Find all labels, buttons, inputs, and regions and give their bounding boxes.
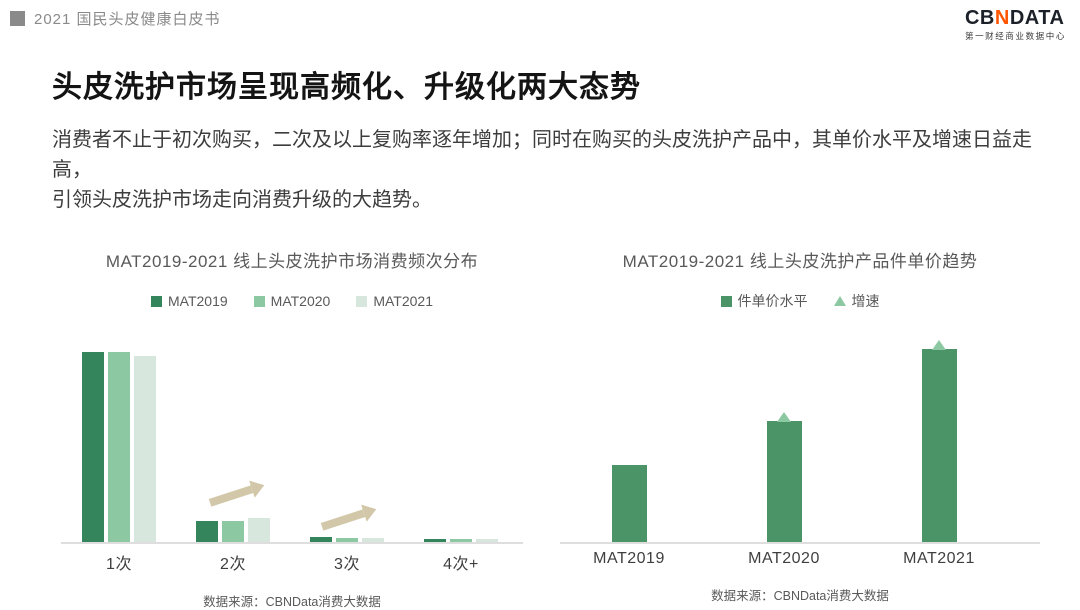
legend-square-swatch-icon [720,295,732,307]
bar-MAT2019-1次 [82,352,104,542]
cbndata-logo: CBNDATA 第一财经商业数据中心 [965,8,1066,42]
logo-n: N [994,7,1010,29]
legend-item: MAT2019 [150,293,228,309]
page-title: 头皮洗护市场呈现高频化、升级化两大态势 [52,71,641,104]
data-source-note: 数据来源：CBNData消费大数据 [203,595,381,609]
category-group-MAT2019 [589,334,669,542]
data-source-note: 数据来源：CBNData消费大数据 [711,589,889,603]
bullet-square-icon [10,11,25,26]
chart-legend: MAT2019 MAT2020 MAT2021 [61,293,523,309]
chart-plot-area [560,334,1040,544]
logo-data: DATA [1009,7,1065,29]
chart-legend: 件单价水平 增速 [560,291,1040,311]
category-group-2次 [196,334,270,542]
x-axis-label: 1次 [106,556,132,573]
category-group-1次 [82,334,156,542]
logo-subtitle: 第一财经商业数据中心 [964,31,1066,41]
legend-label: 增速 [851,293,880,309]
logo-cb: CB [964,7,995,29]
legend-label: 件单价水平 [737,293,808,309]
legend-triangle-swatch-icon [833,296,846,306]
category-group-4次+ [424,334,498,542]
top-bar: 2021 国民头皮健康白皮书 CBNDATA 第一财经商业数据中心 [0,0,1080,42]
bar-MAT2019-3次 [310,537,332,542]
bar-件单价水平-MAT2021 [921,340,957,542]
legend-label: MAT2020 [270,293,331,309]
category-group-MAT2021 [899,334,979,542]
legend-label: MAT2021 [373,293,433,309]
legend-square-swatch-icon [356,295,368,307]
legend-square-swatch-icon [253,295,265,307]
x-axis-label: 4次+ [443,556,479,573]
chart-title: MAT2019-2021 线上头皮洗护市场消费频次分布 [105,252,479,271]
chart-title: MAT2019-2021 线上头皮洗护产品件单价趋势 [622,252,978,271]
bar-MAT2020-4次+ [450,539,472,542]
growth-triangle-icon [932,340,946,350]
legend-label: MAT2019 [167,293,228,309]
bar-MAT2021-4次+ [476,539,498,542]
intro-line-2: 引领头皮洗护市场走向消费升级的大趋势。 [52,189,432,211]
bar-MAT2021-2次 [248,518,270,542]
chart-plot-area [61,334,523,544]
category-group-MAT2020 [744,334,824,542]
bar-MAT2020-1次 [108,352,130,542]
intro-paragraph: 消费者不止于初次购买，二次及以上复购率逐年增加；同时在购买的头皮洗护产品中，其单… [52,125,1052,215]
bar-MAT2020-2次 [222,521,244,542]
charts-row: MAT2019-2021 线上头皮洗护市场消费频次分布 MAT2019 MAT20… [0,247,1080,610]
bar-MAT2019-2次 [196,521,218,542]
bar-MAT2021-3次 [362,538,384,542]
intro-line-1: 消费者不止于初次购买，二次及以上复购率逐年增加；同时在购买的头皮洗护产品中，其单… [52,129,1032,181]
legend-item: MAT2021 [356,293,433,309]
growth-triangle-icon [777,412,791,422]
category-group-3次 [310,334,384,542]
cbndata-logo-text: CBNDATA [965,8,1066,28]
bar-MAT2019-4次+ [424,539,446,542]
x-axis-label: MAT2019 [593,550,665,567]
x-axis-labels: 1次 2次 3次 4次+ [61,550,523,574]
bar-件单价水平-MAT2019 [611,465,647,542]
unit-price-trend-chart: MAT2019-2021 线上头皮洗护产品件单价趋势 件单价水平 增速 MAT20… [560,247,1040,610]
legend-item: 增速 [833,291,880,311]
bar-MAT2020-3次 [336,538,358,542]
legend-item: 件单价水平 [720,291,808,311]
bar-件单价水平-MAT2020 [766,412,802,542]
x-axis-label: 2次 [220,556,246,573]
x-axis-labels: MAT2019 MAT2020 MAT2021 [560,550,1040,568]
frequency-distribution-chart: MAT2019-2021 线上头皮洗护市场消费频次分布 MAT2019 MAT20… [61,247,523,610]
x-axis-label: MAT2021 [903,550,975,567]
x-axis-label: 3次 [334,556,360,573]
x-axis-label: MAT2020 [748,550,820,567]
bar-MAT2021-1次 [134,356,156,542]
legend-square-swatch-icon [150,295,162,307]
document-header: 2021 国民头皮健康白皮书 [10,8,221,29]
legend-item: MAT2020 [253,293,331,309]
document-title: 2021 国民头皮健康白皮书 [34,11,221,28]
